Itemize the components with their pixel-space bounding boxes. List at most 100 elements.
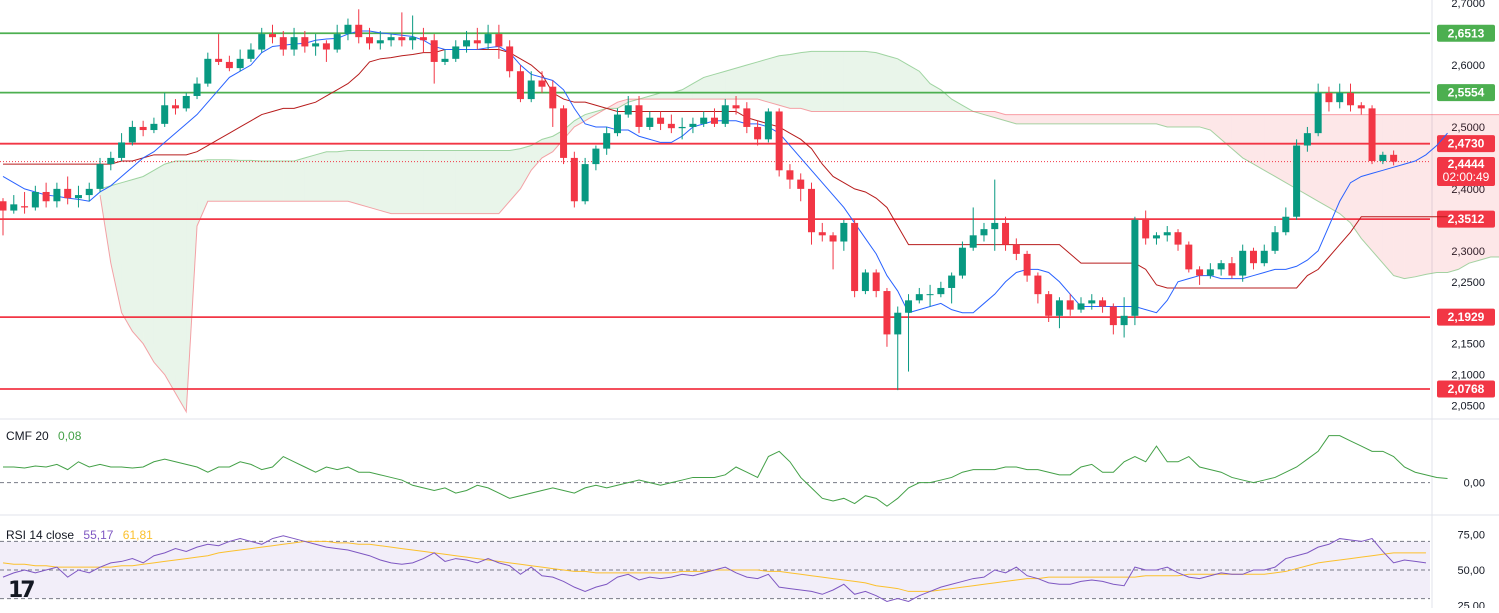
candle-body [506,46,514,72]
candle-body [53,188,61,202]
ichimoku-cloud-segment [649,92,661,100]
ichimoku-cloud-segment [1005,114,1017,124]
ichimoku-cloud-segment [347,150,359,205]
candle-body [1293,145,1301,217]
candle-body [31,191,39,208]
ichimoku-cloud-segment [110,182,122,313]
ichimoku-cloud-segment [423,150,435,214]
ichimoku-cloud-segment [434,150,445,214]
candle-body [1336,92,1344,103]
ichimoku-cloud-segment [800,51,812,112]
candle-body [1131,219,1139,316]
ichimoku-cloud-segment [1178,114,1189,127]
ichimoku-cloud-segment [304,154,316,202]
ichimoku-cloud-segment [401,150,413,214]
rsi-value: 55,17 [83,528,114,542]
candle-body [678,126,686,129]
ichimoku-cloud-segment [1156,114,1168,127]
price-axis-label: 2,0500 [1451,401,1485,413]
candle-body [269,34,276,38]
level-price-label: 2,6513 [1448,26,1485,40]
ichimoku-cloud-segment [186,161,198,412]
candle-body [312,43,320,47]
candle-body [96,164,104,189]
candle-body [1066,300,1074,310]
candle-body [290,37,298,50]
candle-body [754,126,762,140]
candle-body [560,108,568,158]
candle-body [419,37,427,41]
ichimoku-cloud-segment [574,114,586,127]
candle-body [366,37,374,44]
ichimoku-cloud-segment [1242,114,1254,165]
ichimoku-cloud-segment [498,150,510,214]
candle-body [549,86,557,109]
cmf-legend: CMF 20 0,08 [6,429,87,443]
candle-body [463,40,471,47]
ichimoku-cloud-segment [1145,114,1157,124]
tradingview-logo-icon[interactable]: 17 [8,578,36,603]
ichimoku-cloud-segment [466,150,478,214]
ichimoku-cloud-segment [477,150,489,214]
candle-body [915,294,923,301]
candle-body [85,188,93,196]
ichimoku-cloud-segment [1221,114,1232,149]
ichimoku-cloud-segment [1415,114,1426,277]
rsi-label: RSI 14 close [6,528,75,542]
price-axis-label: 2,3000 [1451,246,1485,258]
ichimoku-cloud-segment [617,99,629,109]
candle-body [215,58,223,62]
ichimoku-cloud-segment [822,51,834,112]
level-price-label: 2,0768 [1448,382,1485,396]
candle-body [926,294,934,296]
ichimoku-cloud-segment [843,51,855,112]
candle-body [894,312,902,335]
ichimoku-cloud-segment [197,159,208,227]
level-price-tag [1437,210,1495,228]
candle-body [710,117,718,124]
current-price-tag: 2,4444 02:00:49 [1437,157,1495,186]
candle-body [657,117,665,124]
candle-body [322,43,330,50]
candle-body [764,111,772,140]
rsi-ma-value: 61,81 [122,528,153,542]
price-axis-label: 2,7000 [1451,0,1485,10]
cmf-label: CMF 20 [6,429,49,443]
ichimoku-cloud-segment [1016,114,1028,124]
ichimoku-cloud-segment [1091,114,1103,124]
candle-body [473,40,481,44]
candle-body [1347,92,1354,106]
candle-body [204,58,212,84]
cmf-line [3,435,1448,507]
rsi-legend: RSI 14 close 55,17 61,81 [6,528,159,542]
candle-body [1260,250,1268,264]
candle-body [398,37,406,41]
candle-body [333,34,341,50]
candle-body [1390,154,1398,162]
candle-body [516,71,524,100]
candle-body [10,204,18,211]
ichimoku-cloud-segment [175,161,187,412]
ichimoku-cloud-segment [1102,114,1114,124]
ichimoku-cloud-segment [1318,114,1329,208]
ichimoku-cloud-segment [1264,114,1276,177]
ichimoku-cloud-segment [682,83,693,100]
candle-body [1034,275,1042,295]
cmf-value: 0,08 [58,429,82,443]
ichimoku-cloud-segment [951,99,963,112]
candle-countdown: 02:00:49 [1442,170,1490,184]
candle-body [883,291,891,335]
rsi-axis-label: 25,00 [1457,601,1485,608]
candle-body [182,95,190,109]
ichimoku-cloud-segment [779,54,790,109]
candle-body [128,126,136,143]
ichimoku-cloud-segment [811,51,823,112]
candle-body [484,34,492,44]
ichimoku-cloud-segment [444,150,456,214]
candle-body [829,235,837,242]
candle-body [1282,216,1290,233]
candle-body [247,49,255,59]
